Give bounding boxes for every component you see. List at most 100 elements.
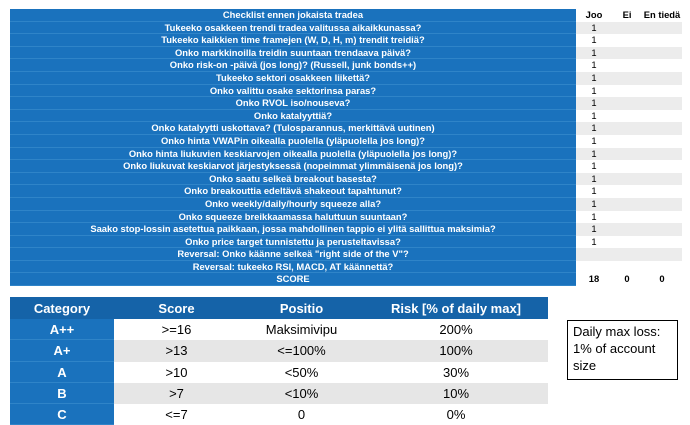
answer-ei <box>612 147 642 161</box>
checklist-row: Onko liukuvat keskiarvot järjestyksessä … <box>10 160 682 173</box>
category-row: A++ >=16 Maksimivipu 200% <box>10 319 548 341</box>
checklist-row: Tukeeko osakkeen trendi tradea valitussa… <box>10 21 682 35</box>
score-cell: >10 <box>165 364 188 380</box>
risk-cell: 200% <box>439 322 473 338</box>
checklist-row: Onko valittu osake sektorinsa paras? 1 <box>10 84 682 98</box>
answer-ei <box>612 223 642 236</box>
checklist-row: Onko markkinoilla treidin suuntaan trend… <box>10 46 682 60</box>
answer-en-tieda <box>642 185 682 198</box>
checklist-question: Onko markkinoilla treidin suuntaan trend… <box>10 46 576 60</box>
checklist-question: Tukeeko sektori osakkeen liikettä? <box>10 71 576 85</box>
checklist-row: Reversal: Onko käänne selkeä "right side… <box>10 248 682 261</box>
checklist-row: Onko hinta VWAPin oikealla puolella (ylä… <box>10 134 682 148</box>
category-row: A+ >13 <=100% 100% <box>10 340 548 362</box>
category-cell: B <box>10 382 114 405</box>
checklist-row: Onko price target tunnistettu ja peruste… <box>10 235 682 249</box>
checklist-row: Onko katalyyttiä? 1 <box>10 109 682 123</box>
answer-joo: 1 <box>591 185 597 197</box>
note-line-3: size <box>573 358 597 373</box>
answer-ei <box>612 110 642 123</box>
answer-joo: 1 <box>591 59 597 71</box>
checklist-question: Onko RVOL iso/nouseva? <box>10 97 576 110</box>
checklist-row: Onko risk-on -päivä (jos long)? (Russell… <box>10 59 682 72</box>
answer-ei <box>612 236 642 249</box>
answer-ei <box>612 211 642 224</box>
category-body: A++ >=16 Maksimivipu 200% A+ >13 <=100% 100% A >1… <box>10 319 548 425</box>
answer-en-tieda <box>642 34 682 47</box>
answer-en-tieda <box>642 172 682 186</box>
answer-joo: 1 <box>576 122 612 135</box>
checklist-question: Tukeeko kaikkien time framejen (W, D, H,… <box>10 34 576 47</box>
answer-en-tieda <box>642 147 682 161</box>
checklist-question: Onko valittu osake sektorinsa paras? <box>10 84 576 98</box>
checklist-question: Onko saatu selkeä breakout basesta? <box>10 172 576 186</box>
answer-en-tieda <box>642 71 682 85</box>
answer-ei <box>612 185 642 198</box>
answer-en-tieda <box>642 97 682 110</box>
positio-cell: Maksimivipu <box>265 322 338 338</box>
answer-joo: 1 <box>576 172 612 186</box>
risk-cell: 0% <box>446 407 466 423</box>
checklist-question: Onko hinta VWAPin oikealla puolella (ylä… <box>10 134 576 148</box>
checklist-question: Saako stop-lossin asetettua paikkaan, jo… <box>10 223 576 236</box>
checklist-row: Onko squeeze breikkaamassa haluttuun suu… <box>10 210 682 224</box>
checklist-table: Checklist ennen jokaista tradea Joo Ei E… <box>10 9 682 287</box>
score-en-tieda: 0 <box>642 273 682 287</box>
answer-ei <box>612 261 642 274</box>
category-cell: A <box>10 361 114 383</box>
risk-cell: 10% <box>364 382 548 405</box>
checklist-question: Reversal: Onko käänne selkeä "right side… <box>10 248 576 261</box>
checklist-row: Onko RVOL iso/nouseva? 1 <box>10 97 682 110</box>
category-table: Category Score Positio Risk [% of daily … <box>10 297 548 425</box>
category-row: C <=7 0 0% <box>10 404 548 425</box>
checklist-row: Onko saatu selkeä breakout basesta? 1 <box>10 172 682 186</box>
checklist-row: Reversal: tukeeko RSI, MACD, AT käännett… <box>10 260 682 274</box>
checklist-row: Tukeeko sektori osakkeen liikettä? 1 <box>10 71 682 85</box>
answer-joo: 1 <box>591 34 597 46</box>
col-header-en-tieda: En tiedä <box>642 9 682 22</box>
category-row: B >7 <10% 10% <box>10 382 548 405</box>
answer-joo: 1 <box>591 109 597 121</box>
answer-en-tieda <box>642 122 682 135</box>
checklist-score-row: SCORE 18 0 0 <box>10 273 682 287</box>
checklist-question: Onko katalyytti uskottava? (Tulosparannu… <box>10 122 576 135</box>
risk-cell: 30% <box>442 364 470 380</box>
answer-joo: 1 <box>576 223 612 236</box>
answer-joo: 1 <box>591 84 597 96</box>
answer-en-tieda <box>642 197 682 211</box>
answer-joo: 1 <box>591 160 597 172</box>
answer-ei <box>612 46 642 60</box>
answer-en-tieda <box>642 211 682 224</box>
answer-ei <box>612 21 642 35</box>
checklist-question: Onko squeeze breikkaamassa haluttuun suu… <box>10 210 576 224</box>
risk-cell: 100% <box>364 340 548 362</box>
score-ei: 0 <box>612 273 642 287</box>
answer-joo: 1 <box>576 97 612 110</box>
header-score: Score <box>158 300 195 316</box>
header-positio: Positio <box>279 300 324 316</box>
answer-joo: 1 <box>591 235 597 247</box>
answer-en-tieda <box>642 21 682 35</box>
col-header-ei: Ei <box>612 9 642 22</box>
answer-en-tieda <box>642 59 682 72</box>
header-risk: Risk [% of daily max] <box>390 300 522 316</box>
answer-joo: 1 <box>576 21 612 35</box>
answer-ei <box>612 85 642 98</box>
checklist-body: Tukeeko osakkeen trendi tradea valitussa… <box>10 21 682 274</box>
score-cell: >=16 <box>161 322 192 338</box>
daily-max-loss-note: Daily max loss: 1% of account size <box>567 320 678 380</box>
note-line-2: 1% of account <box>573 341 656 356</box>
answer-ei <box>612 172 642 186</box>
note-line-1: Daily max loss: <box>573 324 661 339</box>
checklist-row: Onko katalyytti uskottava? (Tulosparannu… <box>10 122 682 135</box>
positio-cell: <=100% <box>239 340 364 362</box>
checklist-header-row: Checklist ennen jokaista tradea Joo Ei E… <box>10 9 682 22</box>
category-cell: A++ <box>10 319 114 341</box>
category-row: A >10 <50% 30% <box>10 361 548 383</box>
header-category: Category <box>33 300 91 316</box>
category-cell: A+ <box>10 340 114 362</box>
score-cell: <=7 <box>165 407 188 423</box>
category-cell: C <box>10 404 114 425</box>
score-label: SCORE <box>10 273 576 287</box>
answer-en-tieda <box>642 85 682 98</box>
